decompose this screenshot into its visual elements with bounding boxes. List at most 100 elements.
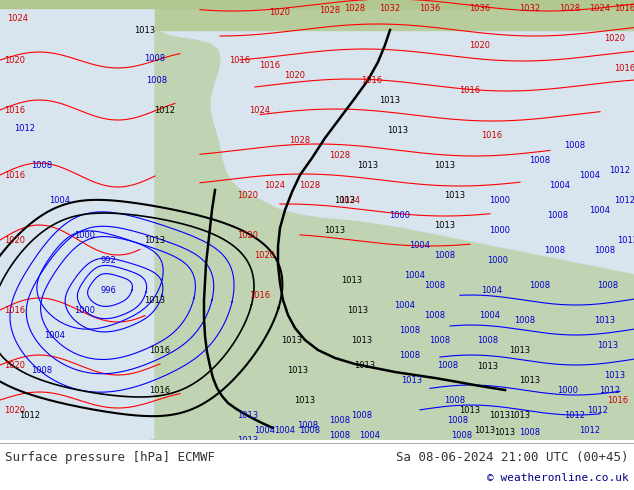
Text: 1013: 1013: [595, 316, 616, 324]
Text: © weatheronline.co.uk: © weatheronline.co.uk: [488, 473, 629, 483]
Text: 1016: 1016: [4, 305, 25, 315]
Text: 1008: 1008: [434, 250, 456, 260]
Text: 1012: 1012: [618, 236, 634, 245]
Text: 1013: 1013: [238, 411, 259, 419]
Text: 1004: 1004: [254, 425, 276, 435]
Text: 1012: 1012: [609, 166, 630, 174]
Text: 1008: 1008: [595, 245, 616, 254]
Text: 1016: 1016: [249, 291, 271, 299]
Text: 1013: 1013: [347, 305, 368, 315]
Text: 1000: 1000: [489, 225, 510, 235]
Text: 1013: 1013: [489, 411, 510, 419]
Text: 1020: 1020: [604, 33, 626, 43]
Text: 1013: 1013: [281, 336, 302, 344]
Text: 1032: 1032: [519, 3, 541, 13]
Text: 1004: 1004: [359, 431, 380, 440]
Text: 1016: 1016: [481, 130, 503, 140]
Text: 1016: 1016: [614, 3, 634, 13]
Text: 1013: 1013: [145, 295, 165, 304]
Text: 1028: 1028: [299, 180, 321, 190]
Text: 1008: 1008: [429, 336, 451, 344]
Text: 1012: 1012: [564, 411, 586, 419]
Text: 1024: 1024: [339, 196, 361, 204]
Text: 1004: 1004: [404, 270, 425, 279]
Text: 1016: 1016: [361, 75, 382, 84]
Text: 1004: 1004: [550, 180, 571, 190]
Polygon shape: [155, 0, 634, 30]
Text: 1016: 1016: [607, 395, 628, 405]
Text: 1013: 1013: [519, 375, 541, 385]
Text: 1013: 1013: [335, 196, 356, 204]
Text: 1013: 1013: [358, 161, 378, 170]
Text: 1013: 1013: [510, 345, 531, 355]
Text: 1000: 1000: [75, 305, 96, 315]
Text: 1028: 1028: [330, 150, 351, 160]
Text: 1012: 1012: [588, 406, 609, 415]
Text: 1013: 1013: [287, 366, 309, 374]
Text: 1008: 1008: [529, 280, 550, 290]
Text: 1008: 1008: [145, 53, 165, 63]
Text: 1016: 1016: [259, 60, 281, 70]
Text: 1000: 1000: [488, 255, 508, 265]
Text: 1028: 1028: [344, 3, 366, 13]
Text: 1008: 1008: [448, 416, 469, 424]
Text: 1013: 1013: [510, 411, 531, 419]
Polygon shape: [150, 30, 634, 440]
Text: 1004: 1004: [49, 196, 70, 204]
Text: 1008: 1008: [564, 141, 586, 149]
Text: 1016: 1016: [614, 64, 634, 73]
Text: 1004: 1004: [481, 286, 503, 294]
Text: 1013: 1013: [294, 395, 316, 405]
Text: 1008: 1008: [444, 395, 465, 405]
Text: Sa 08-06-2024 21:00 UTC (00+45): Sa 08-06-2024 21:00 UTC (00+45): [396, 450, 629, 464]
Text: 1013: 1013: [325, 225, 346, 235]
Text: 1032: 1032: [379, 3, 401, 13]
Text: 1024: 1024: [590, 3, 611, 13]
Text: 1013: 1013: [495, 427, 515, 437]
Text: 1008: 1008: [597, 280, 619, 290]
Text: 1008: 1008: [32, 366, 53, 374]
Text: 1013: 1013: [474, 425, 496, 435]
Polygon shape: [0, 0, 634, 440]
Polygon shape: [0, 0, 634, 8]
Text: 1008: 1008: [424, 311, 446, 319]
Text: 1008: 1008: [514, 316, 536, 324]
Text: 1028: 1028: [320, 5, 340, 15]
Text: 1013: 1013: [379, 96, 401, 104]
Text: 1013: 1013: [401, 375, 423, 385]
Text: 1020: 1020: [4, 236, 25, 245]
Text: 1008: 1008: [146, 75, 167, 84]
Text: 1008: 1008: [545, 245, 566, 254]
Text: 1016: 1016: [460, 85, 481, 95]
Text: 1013: 1013: [387, 125, 408, 135]
Text: 1008: 1008: [477, 336, 498, 344]
Text: 1008: 1008: [547, 211, 569, 220]
Text: 1016: 1016: [4, 105, 25, 115]
Text: 1000: 1000: [389, 211, 410, 220]
Text: 1013: 1013: [477, 362, 498, 370]
Text: 1013: 1013: [597, 341, 619, 349]
Text: 1008: 1008: [299, 425, 321, 435]
Text: 1012: 1012: [155, 105, 176, 115]
Text: 1008: 1008: [399, 350, 420, 360]
Text: 1013: 1013: [434, 220, 456, 229]
Text: 996: 996: [100, 286, 116, 294]
Text: 1013: 1013: [145, 236, 165, 245]
Text: 1020: 1020: [254, 250, 276, 260]
Text: 1020: 1020: [238, 191, 259, 199]
Text: Surface pressure [hPa] ECMWF: Surface pressure [hPa] ECMWF: [5, 450, 215, 464]
Text: 1016: 1016: [150, 345, 171, 355]
Text: 1012: 1012: [15, 123, 36, 132]
Text: 1020: 1020: [285, 71, 306, 79]
Text: 1013: 1013: [444, 191, 465, 199]
Text: 1004: 1004: [479, 311, 500, 319]
Text: 1013: 1013: [354, 361, 375, 369]
Text: 1012: 1012: [20, 411, 41, 419]
Text: 1013: 1013: [134, 25, 155, 34]
Text: 1020: 1020: [470, 41, 491, 49]
Text: 1036: 1036: [419, 3, 441, 13]
Text: 1020: 1020: [4, 55, 25, 65]
Text: 1016: 1016: [230, 55, 250, 65]
Text: 1020: 1020: [269, 7, 290, 17]
Text: 1008: 1008: [519, 427, 541, 437]
